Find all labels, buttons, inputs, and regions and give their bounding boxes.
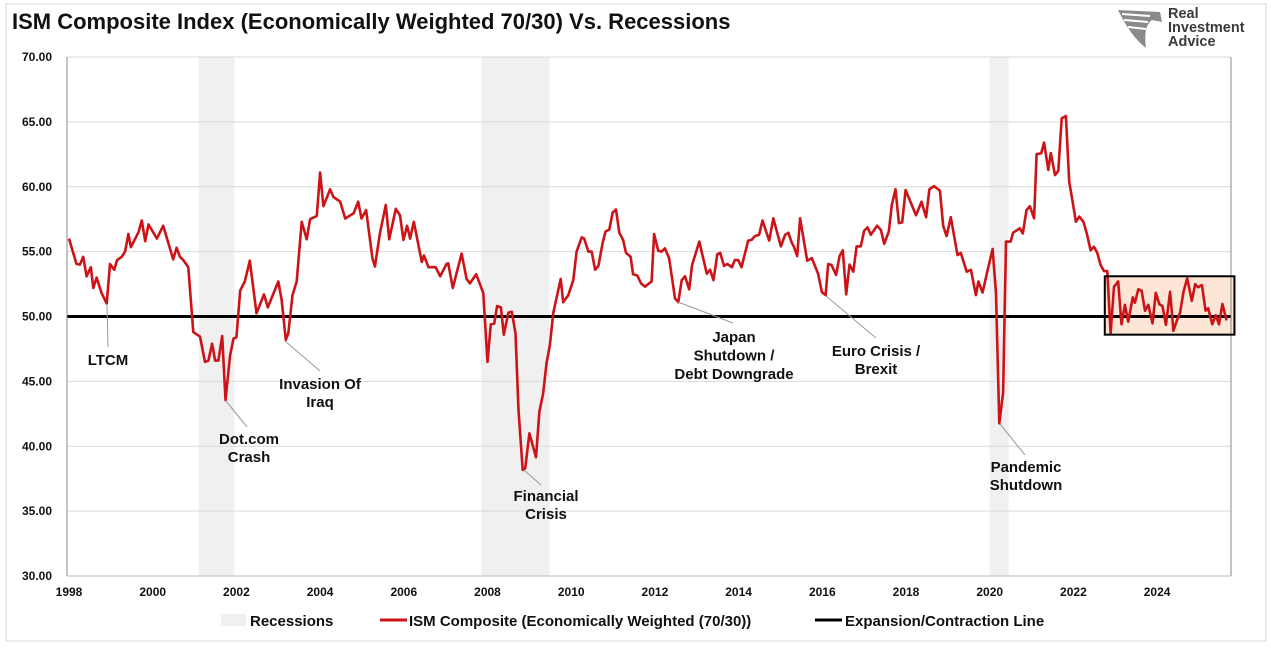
- annotation-leader-pandemic: [999, 423, 1026, 456]
- y-tick-label: 30.00: [22, 569, 52, 583]
- legend: Recessions ISM Composite (Economically W…: [221, 613, 1044, 630]
- x-tick-labels: 1998 2000 2002 2004 2006 2008 2010 2012 2014 2016…: [56, 585, 1171, 599]
- x-tick-label: 1998: [56, 585, 83, 599]
- y-tick-label: 70.00: [22, 50, 52, 64]
- x-tick-label: 2022: [1060, 585, 1087, 599]
- y-tick-label: 55.00: [22, 245, 52, 259]
- annotation-leader-ltcm: [106, 303, 109, 348]
- logo-text-line-2: Investment: [1168, 20, 1245, 36]
- x-tick-label: 2002: [223, 585, 250, 599]
- annotation-iraq: Invasion Of Iraq: [279, 376, 362, 411]
- y-tick-label: 35.00: [22, 504, 52, 518]
- annotation-leader-euro: [825, 295, 877, 339]
- annotation-leader-dotcom: [225, 400, 248, 428]
- chart-frame: [5, 3, 1267, 642]
- x-tick-label: 2014: [725, 585, 752, 599]
- annotation-dotcom: Dot.com Crash: [219, 431, 279, 466]
- y-tick-label: 65.00: [22, 115, 52, 129]
- annotation-japan: Japan Shutdown / Debt Downgrade: [674, 329, 793, 383]
- axes: [66, 57, 1232, 577]
- legend-label-ism: ISM Composite (Economically Weighted (70…: [409, 613, 751, 630]
- logo-text-line-3: Advice: [1168, 34, 1216, 50]
- x-tick-label: 2016: [809, 585, 836, 599]
- y-tick-label: 50.00: [22, 310, 52, 324]
- annotation-ltcm: LTCM: [88, 352, 129, 369]
- annotations: [106, 295, 1026, 486]
- x-tick-label: 2006: [390, 585, 417, 599]
- highlight-box-border: [1103, 275, 1236, 336]
- eagle-icon: [1118, 10, 1162, 48]
- legend-swatch-recessions: [221, 614, 246, 626]
- y-tick-label: 60.00: [22, 180, 52, 194]
- x-tick-label: 2000: [139, 585, 166, 599]
- ism-composite-line: [67, 114, 1228, 472]
- x-tick-label: 2004: [307, 585, 334, 599]
- y-tick-label: 40.00: [22, 439, 52, 453]
- y-tick-labels: 30.00 35.00 40.00 45.00 50.00 55.00 60.00 65.00…: [22, 50, 52, 583]
- x-tick-label: 2024: [1144, 585, 1171, 599]
- annotation-leader-financial: [523, 469, 542, 486]
- legend-label-recessions: Recessions: [250, 613, 333, 630]
- legend-label-threshold: Expansion/Contraction Line: [845, 613, 1044, 630]
- chart-title: ISM Composite Index (Economically Weight…: [12, 9, 730, 34]
- x-tick-label: 2020: [976, 585, 1003, 599]
- x-tick-label: 2018: [893, 585, 920, 599]
- annotation-leader-iraq: [284, 340, 321, 372]
- y-tick-label: 45.00: [22, 374, 52, 388]
- x-tick-label: 2008: [474, 585, 501, 599]
- logo: Real Investment Advice: [1118, 6, 1245, 50]
- x-tick-label: 2012: [642, 585, 669, 599]
- annotation-pandemic: Pandemic Shutdown: [990, 459, 1062, 494]
- logo-text-line-1: Real: [1168, 6, 1199, 22]
- x-tick-label: 2010: [558, 585, 585, 599]
- annotation-euro: Euro Crisis / Brexit: [832, 343, 921, 378]
- annotation-financial: Financial Crisis: [513, 488, 578, 523]
- annotation-leader-japan: [677, 301, 734, 324]
